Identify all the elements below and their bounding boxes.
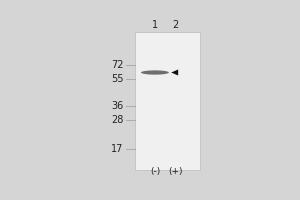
- Text: 17: 17: [111, 144, 124, 154]
- Text: 1: 1: [152, 20, 158, 30]
- Text: 2: 2: [173, 20, 179, 30]
- Text: (-): (-): [150, 167, 160, 176]
- Text: (+): (+): [169, 167, 183, 176]
- Text: 28: 28: [111, 115, 124, 125]
- Text: 72: 72: [111, 60, 124, 70]
- Polygon shape: [141, 70, 169, 75]
- Text: 55: 55: [111, 74, 124, 84]
- Text: 36: 36: [111, 101, 124, 111]
- Bar: [135, 32, 200, 170]
- Polygon shape: [171, 70, 178, 76]
